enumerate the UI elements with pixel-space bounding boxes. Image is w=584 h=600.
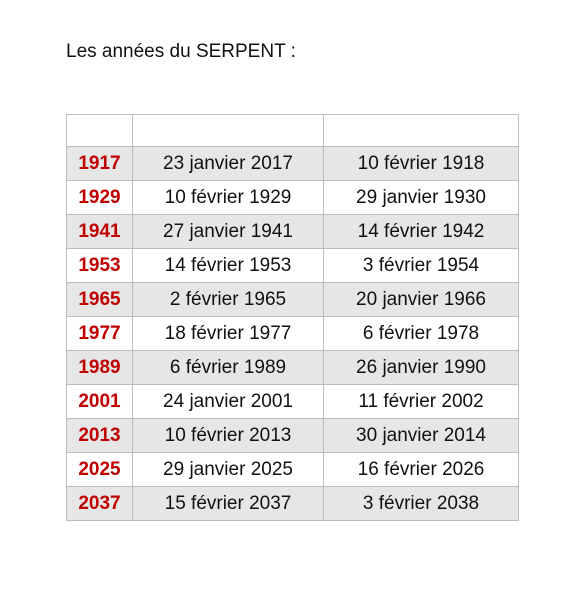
table-row: 1941 27 janvier 1941 14 février 1942: [66, 214, 519, 249]
start-date-cell: 24 janvier 2001: [132, 384, 324, 419]
table-row: 1929 10 février 1929 29 janvier 1930: [66, 180, 519, 215]
year-cell: 1965: [66, 282, 133, 317]
table-row: 2025 29 janvier 2025 16 février 2026: [66, 452, 519, 487]
year-cell: 1917: [66, 146, 133, 181]
start-date-cell: 14 février 1953: [132, 248, 324, 283]
start-date-cell: 2 février 1965: [132, 282, 324, 317]
year-cell: 2025: [66, 452, 133, 487]
table-row: 2037 15 février 2037 3 février 2038: [66, 486, 519, 521]
end-date-cell: 30 janvier 2014: [323, 418, 519, 453]
page-title: Les années du SERPENT :: [66, 41, 296, 62]
year-cell: 1929: [66, 180, 133, 215]
year-cell: 2001: [66, 384, 133, 419]
end-date-cell: 3 février 2038: [323, 486, 519, 521]
header-cell: [323, 114, 519, 147]
end-date-cell: 20 janvier 1966: [323, 282, 519, 317]
start-date-cell: 18 février 1977: [132, 316, 324, 351]
start-date-cell: 27 janvier 1941: [132, 214, 324, 249]
start-date-cell: 6 février 1989: [132, 350, 324, 385]
year-cell: 1989: [66, 350, 133, 385]
table-row: 2001 24 janvier 2001 11 février 2002: [66, 384, 519, 419]
table-row: 1917 23 janvier 2017 10 février 1918: [66, 146, 519, 181]
table-row: 2013 10 février 2013 30 janvier 2014: [66, 418, 519, 453]
end-date-cell: 26 janvier 1990: [323, 350, 519, 385]
year-cell: 2013: [66, 418, 133, 453]
year-cell: 2037: [66, 486, 133, 521]
start-date-cell: 23 janvier 2017: [132, 146, 324, 181]
start-date-cell: 29 janvier 2025: [132, 452, 324, 487]
year-cell: 1977: [66, 316, 133, 351]
end-date-cell: 3 février 1954: [323, 248, 519, 283]
table-header-row: [66, 114, 519, 147]
start-date-cell: 10 février 2013: [132, 418, 324, 453]
table-row: 1989 6 février 1989 26 janvier 1990: [66, 350, 519, 385]
end-date-cell: 10 février 1918: [323, 146, 519, 181]
start-date-cell: 15 février 2037: [132, 486, 324, 521]
end-date-cell: 16 février 2026: [323, 452, 519, 487]
table-row: 1953 14 février 1953 3 février 1954: [66, 248, 519, 283]
header-cell: [132, 114, 324, 147]
end-date-cell: 11 février 2002: [323, 384, 519, 419]
year-cell: 1941: [66, 214, 133, 249]
end-date-cell: 14 février 1942: [323, 214, 519, 249]
end-date-cell: 29 janvier 1930: [323, 180, 519, 215]
header-cell: [66, 114, 133, 147]
table-row: 1977 18 février 1977 6 février 1978: [66, 316, 519, 351]
table-row: 1965 2 février 1965 20 janvier 1966: [66, 282, 519, 317]
year-cell: 1953: [66, 248, 133, 283]
serpent-years-table: 1917 23 janvier 2017 10 février 1918 192…: [66, 114, 519, 521]
end-date-cell: 6 février 1978: [323, 316, 519, 351]
start-date-cell: 10 février 1929: [132, 180, 324, 215]
